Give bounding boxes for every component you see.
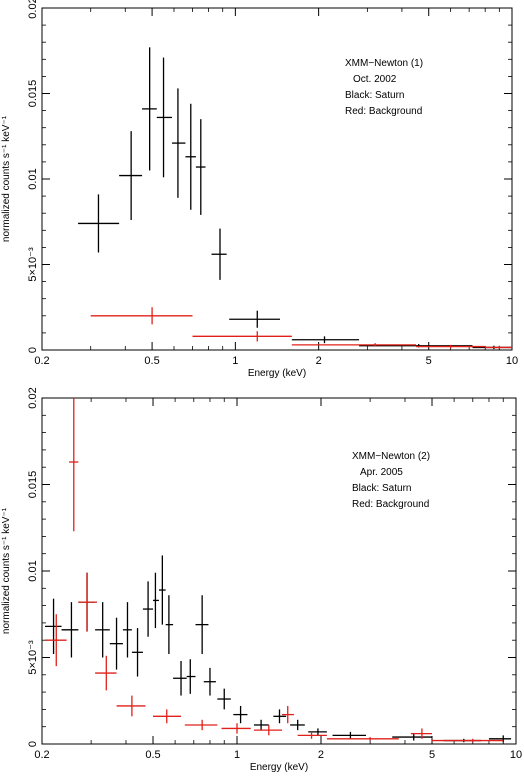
data-point [95,655,117,691]
data-point [195,119,206,215]
data-point [273,709,287,724]
annotation-line: Apr. 2005 [360,467,403,478]
data-point [184,719,218,731]
y-tick-label: 5×10⁻³ [27,640,39,675]
data-point [233,705,248,724]
data-point [282,705,294,724]
data-point [332,731,367,739]
data-point [185,103,196,210]
y-tick-label: 0 [27,741,39,747]
data-point [61,602,79,658]
data-point [217,688,231,710]
data-point [90,307,193,325]
x-tick-label: 5 [429,749,435,761]
data-point [410,728,433,739]
data-point [119,131,143,221]
data-point [109,617,123,670]
y-axis-label: normalized counts s⁻¹ keV⁻¹ [1,115,12,242]
data-point [78,194,120,253]
y-tick-label: 0.015 [27,80,39,108]
data-point [221,723,251,734]
x-axis-label: Energy (keV) [248,368,306,379]
data-point [95,602,110,658]
y-tick-label: 5×10⁻³ [27,247,39,282]
x-tick-label: 5 [426,355,432,367]
data-point [485,345,512,350]
data-point [253,724,283,736]
x-axis-label: Energy (keV) [250,762,308,773]
x-tick-label: 2 [316,355,322,367]
data-point [131,628,143,677]
data-point [186,659,196,694]
annotation-line: Red: Background [352,499,429,510]
x-tick-label: 10 [510,749,522,761]
annotation-line: Black: Saturn [352,483,411,494]
data-point [416,344,486,349]
x-tick-label: 0.5 [144,355,159,367]
data-point [253,719,269,731]
x-tick-label: 10 [506,355,518,367]
series-background [90,307,512,350]
annotation-line: Red: Background [345,106,422,117]
y-axis-label: normalized counts s⁻¹ keV⁻¹ [1,507,12,634]
data-point [392,733,433,741]
data-point [142,581,154,637]
plot-frame [41,7,513,351]
series-saturn [44,555,512,743]
data-point [173,660,187,696]
plot-frame [41,397,517,745]
data-point [488,735,512,743]
data-point [69,398,79,532]
series-saturn [78,47,512,350]
y-tick-label: 0 [27,347,39,353]
y-tick-label: 0.015 [27,471,39,499]
annotation-line: Black: Saturn [345,90,404,101]
data-point [153,709,182,724]
series-background [44,398,504,743]
data-point [116,695,146,717]
data-point [432,738,504,743]
chart-panel-apr-2005: 0.2 0.5 1 2 5 10 0 5×10⁻³ 0.01 0.015 0.02 Energy (k… [1,387,522,773]
data-point [297,731,327,739]
data-point [44,614,67,667]
data-point [290,719,305,731]
annotation-line: XMM−Newton (1) [345,58,423,69]
data-point [156,57,172,178]
data-point [44,598,62,655]
x-tick-label: 2 [318,749,324,761]
x-tick-label: 0.2 [34,749,49,761]
annotation-line: Oct. 2002 [353,74,397,85]
data-point [153,572,159,629]
y-tick-label: 0.02 [27,0,39,19]
data-point [192,331,292,342]
data-point [229,310,281,328]
data-layer [78,47,512,350]
data-point [171,88,186,198]
data-point [158,555,166,625]
data-layer [44,398,512,743]
x-tick-label: 0.2 [34,355,49,367]
data-point [165,595,174,655]
annotation-line: XMM−Newton (2) [352,451,430,462]
x-tick-label: 1 [232,355,238,367]
y-tick-label: 0.01 [27,560,39,581]
data-point [195,595,209,655]
data-point [122,602,132,658]
data-point [326,737,399,741]
data-point [291,336,360,344]
x-tick-label: 0.5 [145,749,160,761]
data-point [78,572,98,632]
data-point [291,343,417,347]
y-tick-label: 0.01 [27,168,39,189]
data-point [203,667,216,696]
y-tick-label: 0.02 [27,387,39,408]
x-tick-label: 1 [234,749,240,761]
data-point [142,47,157,171]
data-point [211,228,227,280]
chart-panel-oct-2002: 0.2 0.5 1 2 5 10 0 5×10⁻³ 0.01 0.015 0.02 Energy (k… [1,0,518,379]
